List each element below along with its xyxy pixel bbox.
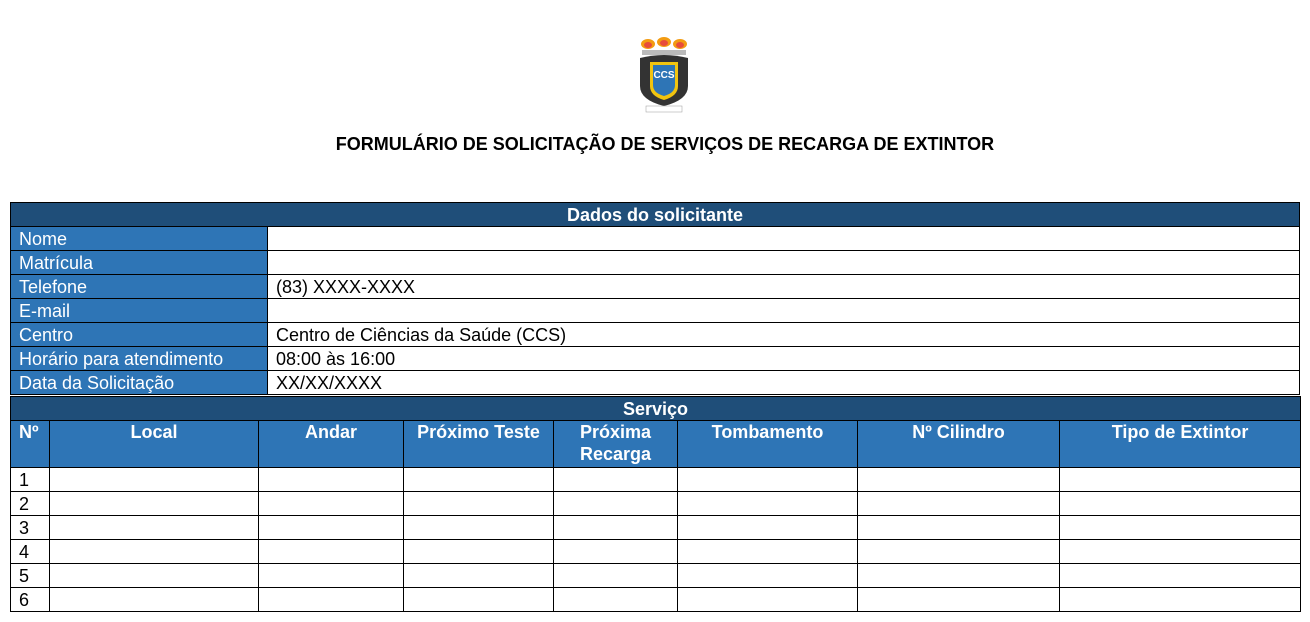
- servico-row: 2: [10, 491, 1302, 516]
- field-label: Data da Solicitação: [10, 370, 268, 395]
- field-value[interactable]: [267, 250, 1300, 275]
- service-cell[interactable]: [1058, 467, 1302, 492]
- service-cell[interactable]: [857, 467, 1060, 492]
- service-cell[interactable]: [258, 539, 404, 564]
- solicitante-row: Matrícula: [10, 250, 1300, 275]
- row-number: 3: [10, 515, 50, 540]
- service-cell[interactable]: [677, 515, 858, 540]
- service-cell[interactable]: [258, 491, 404, 516]
- service-cell[interactable]: [857, 491, 1060, 516]
- service-cell[interactable]: [49, 491, 259, 516]
- servico-row: 6: [10, 587, 1302, 612]
- field-label: Horário para atendimento: [10, 346, 268, 371]
- service-cell[interactable]: [403, 563, 554, 588]
- solicitante-heading: Dados do solicitante: [10, 202, 1300, 227]
- service-cell[interactable]: [857, 563, 1060, 588]
- field-value[interactable]: (83) XXXX-XXXX: [267, 274, 1300, 299]
- field-label: Nome: [10, 226, 268, 251]
- service-cell[interactable]: [49, 563, 259, 588]
- solicitante-row: E-mail: [10, 298, 1300, 323]
- service-cell[interactable]: [1058, 515, 1302, 540]
- service-cell[interactable]: [403, 587, 554, 612]
- service-cell[interactable]: [857, 539, 1060, 564]
- servico-row: 3: [10, 515, 1302, 540]
- column-header: Nº Cilindro: [857, 420, 1060, 468]
- column-header: Tipo de Extintor: [1058, 420, 1302, 468]
- servico-row: 1: [10, 467, 1302, 492]
- service-cell[interactable]: [553, 539, 678, 564]
- column-header: Local: [49, 420, 259, 468]
- column-header: Andar: [258, 420, 404, 468]
- service-cell[interactable]: [403, 491, 554, 516]
- service-cell[interactable]: [553, 563, 678, 588]
- service-cell[interactable]: [553, 587, 678, 612]
- service-cell[interactable]: [553, 467, 678, 492]
- service-cell[interactable]: [49, 515, 259, 540]
- service-cell[interactable]: [49, 587, 259, 612]
- service-cell[interactable]: [677, 467, 858, 492]
- service-cell[interactable]: [1058, 491, 1302, 516]
- field-value[interactable]: 08:00 às 16:00: [267, 346, 1300, 371]
- servico-table: Serviço Nº Local Andar Próximo Teste Próxima…: [9, 396, 1302, 612]
- service-cell[interactable]: [677, 491, 858, 516]
- field-value[interactable]: [267, 298, 1300, 323]
- row-number: 2: [10, 491, 50, 516]
- solicitante-row: Telefone (83) XXXX-XXXX: [10, 274, 1300, 299]
- field-label: Matrícula: [10, 250, 268, 275]
- solicitante-row: Centro Centro de Ciências da Saúde (CCS): [10, 322, 1300, 347]
- service-cell[interactable]: [677, 563, 858, 588]
- service-cell[interactable]: [553, 491, 678, 516]
- service-cell[interactable]: [403, 515, 554, 540]
- field-label: Telefone: [10, 274, 268, 299]
- service-cell[interactable]: [258, 587, 404, 612]
- field-value[interactable]: [267, 226, 1300, 251]
- service-cell[interactable]: [553, 515, 678, 540]
- column-header: Tombamento: [677, 420, 858, 468]
- ccs-logo: CCS: [640, 37, 688, 113]
- service-cell[interactable]: [403, 539, 554, 564]
- field-value[interactable]: XX/XX/XXXX: [267, 370, 1300, 395]
- solicitante-row: Data da Solicitação XX/XX/XXXX: [10, 370, 1300, 395]
- service-cell[interactable]: [677, 539, 858, 564]
- column-header: Nº: [10, 420, 50, 468]
- servico-row: 4: [10, 539, 1302, 564]
- service-cell[interactable]: [677, 587, 858, 612]
- servico-header-row: Nº Local Andar Próximo Teste Próxima Recarga…: [10, 420, 1302, 468]
- service-cell[interactable]: [857, 515, 1060, 540]
- page-title: FORMULÁRIO DE SOLICITAÇÃO DE SERVIÇOS DE…: [335, 134, 995, 154]
- row-number: 4: [10, 539, 50, 564]
- field-label: Centro: [10, 322, 268, 347]
- solicitante-table: Dados do solicitante Nome Matrícula Telefo…: [10, 202, 1300, 395]
- service-cell[interactable]: [1058, 539, 1302, 564]
- row-number: 6: [10, 587, 50, 612]
- solicitante-row: Horário para atendimento 08:00 às 16:00: [10, 346, 1300, 371]
- column-header: Próxima Recarga: [553, 420, 678, 468]
- service-cell[interactable]: [1058, 587, 1302, 612]
- service-cell[interactable]: [258, 563, 404, 588]
- solicitante-row: Nome: [10, 226, 1300, 251]
- svg-text:CCS: CCS: [653, 70, 674, 81]
- row-number: 5: [10, 563, 50, 588]
- servico-heading: Serviço: [9, 396, 1302, 421]
- service-cell[interactable]: [49, 539, 259, 564]
- field-value[interactable]: Centro de Ciências da Saúde (CCS): [267, 322, 1300, 347]
- service-cell[interactable]: [403, 467, 554, 492]
- service-cell[interactable]: [258, 467, 404, 492]
- column-header: Próximo Teste: [403, 420, 554, 468]
- servico-row: 5: [10, 563, 1302, 588]
- field-label: E-mail: [10, 298, 268, 323]
- row-number: 1: [10, 467, 50, 492]
- service-cell[interactable]: [1058, 563, 1302, 588]
- service-cell[interactable]: [857, 587, 1060, 612]
- service-cell[interactable]: [49, 467, 259, 492]
- service-cell[interactable]: [258, 515, 404, 540]
